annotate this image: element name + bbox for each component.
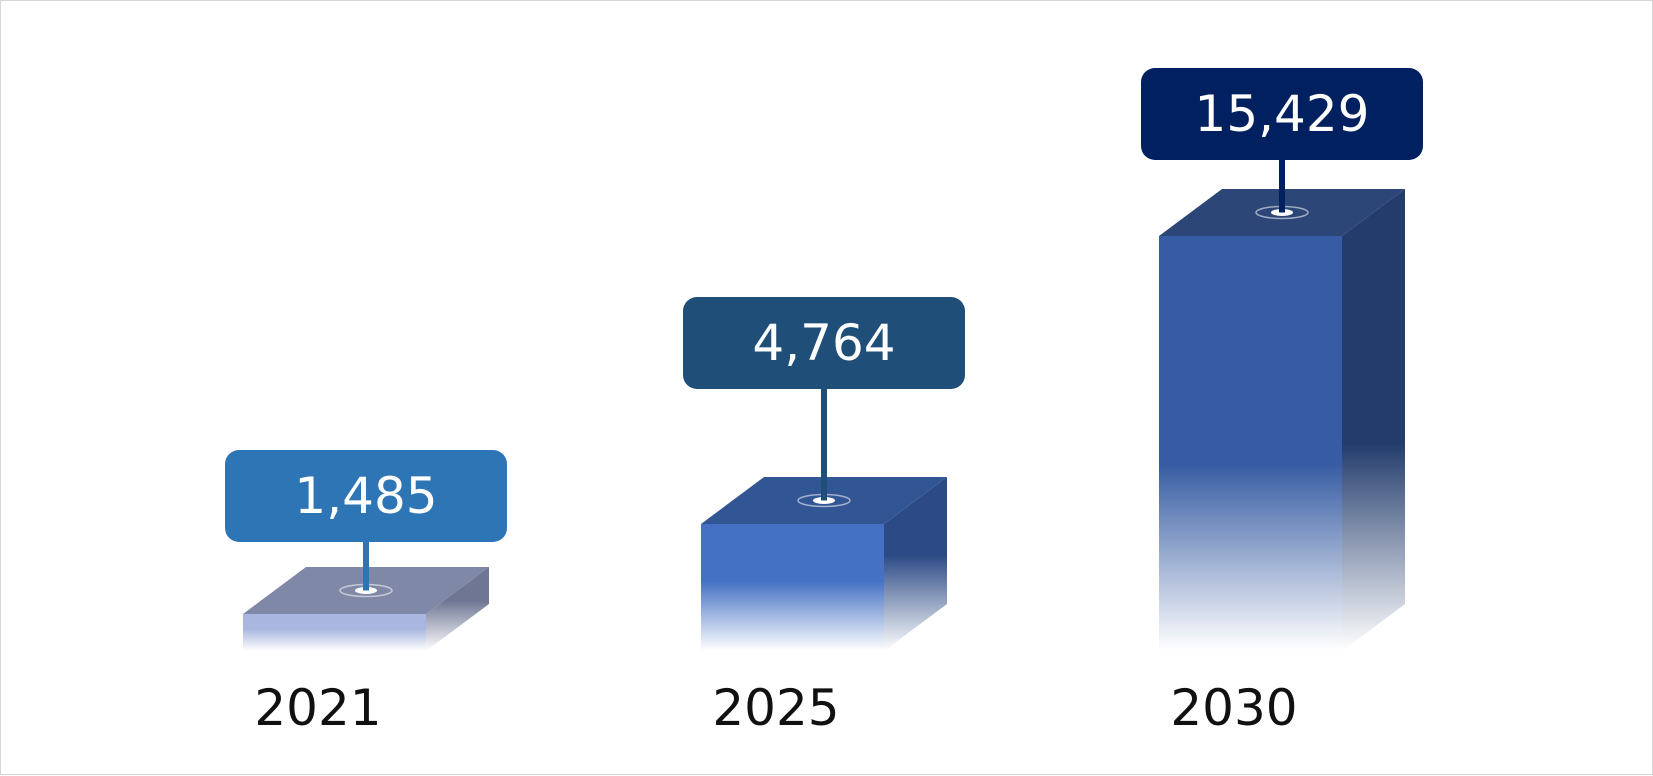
- value-label-box-2030: [1141, 68, 1423, 160]
- value-label-2021: 1,485: [294, 467, 437, 525]
- category-labels-group: 2021 2025 2030: [254, 679, 1297, 737]
- value-label-2025: 4,764: [752, 314, 895, 372]
- value-label-box-2021: [225, 450, 507, 542]
- bar-front-2021: [243, 614, 426, 651]
- bar-2030: 15,429: [1141, 68, 1423, 651]
- value-label-box-2025: [683, 297, 965, 389]
- bar-front-2030: [1159, 236, 1342, 651]
- bars-group: 1,485 4,764 15,429: [225, 68, 1423, 651]
- category-label-2025: 2025: [712, 679, 839, 737]
- bar-2021: 1,485: [225, 450, 507, 651]
- value-label-2030: 15,429: [1195, 85, 1370, 143]
- bar-front-2025: [701, 524, 884, 651]
- bar-side-2030: [1342, 189, 1405, 651]
- category-label-2030: 2030: [1170, 679, 1297, 737]
- bar-side-2025: [884, 477, 947, 651]
- category-label-2021: 2021: [254, 679, 381, 737]
- bar-side-2021: [426, 567, 489, 651]
- bar-2025: 4,764: [683, 297, 965, 651]
